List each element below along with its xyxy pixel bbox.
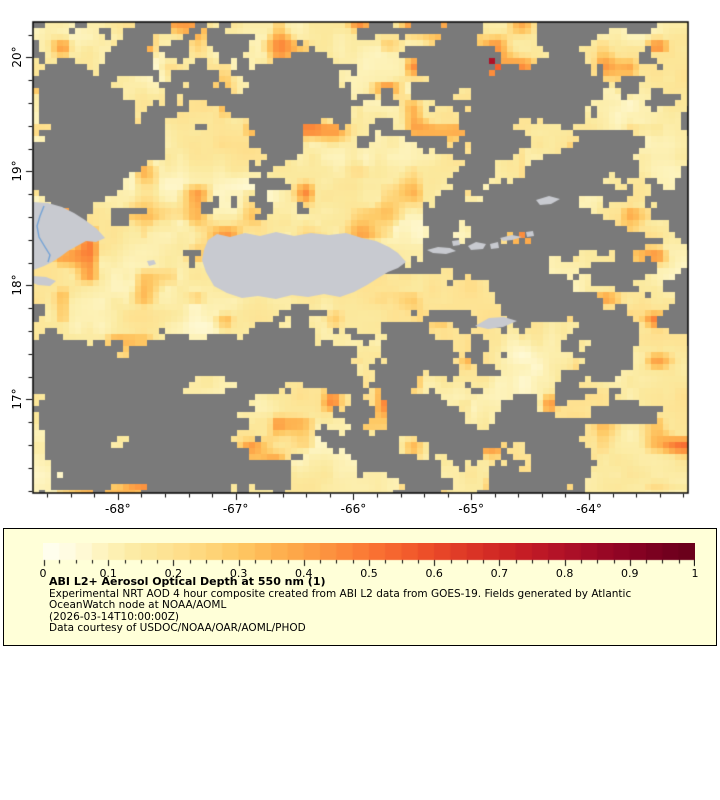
y-tick-label: 17°	[10, 388, 24, 411]
colorbar-tick-label: 1	[691, 567, 699, 580]
colorbar-tick-label: 0.8	[555, 567, 574, 580]
colorbar-canvas	[43, 543, 695, 569]
colorbar-tick-label: 0.6	[425, 567, 443, 580]
colorbar-tick-label: 0.2	[164, 567, 183, 580]
legend-title: ABI L2+ Aerosol Optical Depth at 550 nm …	[49, 575, 326, 588]
y-tick-label: 20°	[10, 46, 24, 68]
colorbar-tick-label: 0.9	[621, 567, 639, 580]
x-tick-label: -65°	[458, 502, 485, 516]
legend-text-block: ABI L2+ Aerosol Optical Depth at 550 nm …	[49, 575, 632, 635]
x-tick-label: -64°	[576, 502, 602, 516]
legend-description-line-2: OceanWatch node at NOAA/AOML	[49, 599, 227, 612]
colorbar-tick-label: 0.4	[295, 567, 313, 580]
y-tick-label: 18°	[10, 274, 24, 297]
colorbar-tick-label: 0.7	[490, 567, 509, 580]
x-tick-label: -68°	[105, 502, 131, 516]
legend-description-line-1: Experimental NRT AOD 4 hour composite cr…	[49, 587, 632, 600]
x-tick-label: -67°	[222, 502, 249, 516]
legend-box: 0 0.1 0.2 0.3 0.4 0.5 0.6 0.7 0.8 0.9 1 ABI L2+ Ae…	[3, 528, 717, 646]
y-tick-label: 19°	[10, 160, 24, 183]
colorbar-tick-label: 0.1	[99, 567, 117, 580]
colorbar-tick-label: 0.3	[229, 567, 248, 580]
x-tick-label: -66°	[340, 502, 367, 516]
colorbar-tick-label: 0	[39, 567, 47, 580]
legend-credit: Data courtesy of USDOC/NOAA/OAR/AOML/PHO…	[49, 622, 306, 635]
aod-map-canvas	[0, 0, 720, 522]
legend-timestamp: (2026-03-14T10:00:00Z)	[49, 610, 179, 623]
colorbar-tick-label: 0.5	[360, 567, 378, 580]
